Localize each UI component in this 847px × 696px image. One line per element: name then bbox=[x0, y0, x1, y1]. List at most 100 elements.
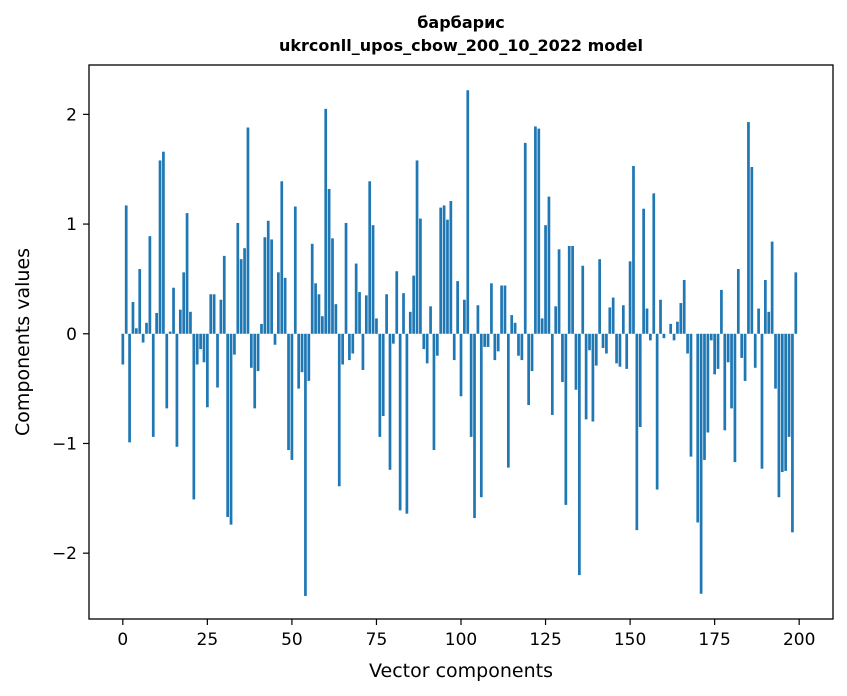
bar bbox=[182, 272, 186, 334]
x-tick-label: 50 bbox=[281, 630, 303, 650]
bar bbox=[645, 308, 649, 334]
bar bbox=[145, 322, 148, 334]
bar bbox=[625, 333, 629, 369]
bar bbox=[456, 281, 459, 334]
bar bbox=[212, 294, 216, 334]
bar bbox=[632, 165, 635, 334]
bar bbox=[469, 333, 473, 437]
bar bbox=[720, 289, 723, 334]
bar bbox=[236, 222, 240, 334]
bar bbox=[226, 333, 230, 517]
bar bbox=[172, 287, 175, 334]
bar bbox=[378, 333, 382, 437]
bar bbox=[189, 311, 192, 334]
bar bbox=[320, 316, 324, 334]
bar bbox=[229, 333, 233, 525]
y-tick-label: 2 bbox=[66, 105, 77, 125]
bar bbox=[375, 318, 378, 334]
bar bbox=[594, 333, 598, 366]
x-tick-label: 75 bbox=[366, 630, 388, 650]
bar bbox=[402, 293, 405, 334]
bar bbox=[358, 292, 361, 334]
bar bbox=[371, 225, 375, 334]
bar bbox=[155, 312, 158, 334]
bar bbox=[703, 333, 706, 460]
bar bbox=[476, 305, 480, 334]
bar bbox=[243, 248, 246, 334]
bar bbox=[530, 333, 534, 372]
bar bbox=[297, 333, 301, 389]
bar bbox=[348, 333, 351, 361]
bar bbox=[287, 333, 290, 451]
bar bbox=[165, 333, 169, 409]
x-tick-label: 100 bbox=[445, 630, 477, 650]
bar bbox=[784, 333, 788, 471]
bar bbox=[638, 333, 642, 428]
bar bbox=[351, 333, 355, 354]
bar bbox=[256, 333, 260, 372]
bar bbox=[331, 238, 334, 334]
bar bbox=[419, 218, 422, 334]
bar bbox=[672, 333, 676, 341]
bar bbox=[682, 280, 686, 334]
bar bbox=[266, 220, 270, 334]
bar bbox=[750, 167, 754, 334]
chart-title: барбарис bbox=[417, 13, 505, 32]
bar bbox=[774, 333, 777, 389]
bar bbox=[716, 333, 720, 369]
bar bbox=[506, 333, 510, 468]
bar bbox=[385, 294, 388, 334]
bar bbox=[642, 208, 645, 334]
bar bbox=[591, 333, 595, 422]
bar bbox=[537, 128, 541, 334]
bar bbox=[473, 333, 476, 519]
bar bbox=[574, 333, 578, 390]
bar bbox=[246, 127, 250, 334]
bar bbox=[527, 333, 530, 406]
bar bbox=[412, 275, 416, 334]
bar bbox=[747, 122, 750, 334]
bar bbox=[520, 333, 524, 361]
bar bbox=[175, 333, 179, 447]
bar bbox=[544, 225, 547, 334]
y-axis-ticks: −2 −1 0 1 2 bbox=[52, 105, 89, 564]
bar bbox=[540, 318, 544, 334]
bar bbox=[760, 333, 764, 469]
bar bbox=[588, 333, 591, 351]
bar bbox=[368, 181, 372, 334]
bar bbox=[567, 246, 571, 334]
bar bbox=[635, 333, 639, 531]
bars-group bbox=[121, 90, 798, 596]
bar bbox=[364, 295, 368, 334]
bar bbox=[134, 328, 138, 334]
bar bbox=[517, 333, 520, 356]
bar bbox=[124, 205, 128, 334]
x-tick-label: 25 bbox=[197, 630, 219, 650]
bar bbox=[452, 333, 456, 361]
bar bbox=[757, 308, 760, 334]
bar bbox=[780, 333, 784, 472]
bar bbox=[709, 333, 713, 341]
bar bbox=[425, 333, 429, 364]
bar bbox=[341, 333, 344, 365]
bar bbox=[327, 188, 331, 334]
bar bbox=[277, 272, 280, 334]
bar bbox=[216, 333, 219, 388]
bar bbox=[615, 333, 618, 364]
bar bbox=[128, 333, 131, 443]
bar bbox=[334, 304, 338, 334]
bar bbox=[736, 269, 740, 334]
bar bbox=[148, 236, 152, 334]
x-axis-ticks: 0 25 50 75 100 125 150 175 200 bbox=[117, 619, 815, 650]
bar bbox=[662, 333, 666, 339]
bar bbox=[770, 241, 774, 334]
bar bbox=[764, 280, 767, 334]
bar bbox=[493, 333, 497, 361]
bar bbox=[655, 333, 659, 490]
bar bbox=[490, 283, 493, 334]
bar bbox=[415, 160, 419, 334]
bar bbox=[307, 333, 311, 381]
chart-subtitle: ukrconll_upos_cbow_200_10_2022 model bbox=[279, 36, 643, 55]
bar bbox=[388, 333, 392, 470]
bar bbox=[743, 333, 747, 381]
